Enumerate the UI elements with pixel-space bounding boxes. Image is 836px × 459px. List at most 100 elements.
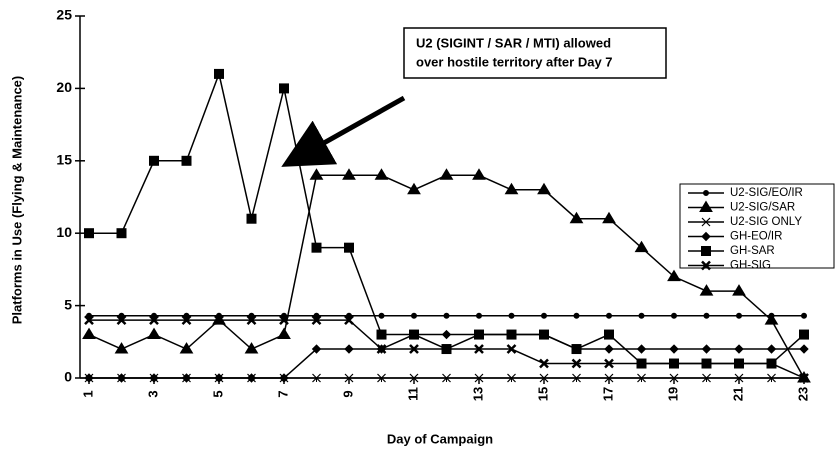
data-point xyxy=(474,373,484,383)
data-point xyxy=(342,168,356,180)
data-point xyxy=(409,329,419,340)
legend-label: GH-SIG xyxy=(730,260,771,272)
data-point xyxy=(604,344,614,354)
data-point xyxy=(313,312,320,319)
data-point xyxy=(474,329,484,340)
y-tick-label: 25 xyxy=(56,7,72,23)
data-point xyxy=(116,228,127,239)
data-point xyxy=(732,284,746,296)
data-point xyxy=(116,373,127,383)
data-point xyxy=(766,358,777,369)
data-point xyxy=(84,315,94,325)
data-point xyxy=(539,373,549,383)
data-point xyxy=(604,358,614,369)
data-point xyxy=(246,373,257,383)
data-point xyxy=(439,168,454,180)
data-point xyxy=(636,358,647,369)
data-point xyxy=(279,83,289,94)
annotation-arrow xyxy=(281,95,406,167)
data-point xyxy=(669,344,679,354)
legend-label: U2-SIG/EO/IR xyxy=(730,187,803,199)
legend-label: GH-SAR xyxy=(730,245,775,257)
data-point xyxy=(637,373,646,383)
x-tick-label: 19 xyxy=(665,387,680,401)
annotation-line: U2 (SIGINT / SAR / MTI) allowed xyxy=(416,35,611,50)
data-point xyxy=(764,313,779,325)
x-tick-label: 11 xyxy=(405,387,420,401)
data-point xyxy=(149,373,159,383)
data-point xyxy=(246,213,257,224)
data-point xyxy=(667,269,681,282)
legend-label: U2-SIG/SAR xyxy=(730,202,795,214)
data-point xyxy=(506,329,517,340)
data-point xyxy=(799,329,809,340)
legend-marker xyxy=(699,200,713,212)
data-point xyxy=(766,344,777,354)
x-tick-label: 9 xyxy=(340,390,355,397)
legend-marker xyxy=(701,260,711,271)
data-point xyxy=(246,315,257,325)
data-point xyxy=(311,344,322,354)
data-point xyxy=(279,373,289,383)
data-point xyxy=(409,344,419,354)
legend-marker xyxy=(701,246,711,256)
data-point xyxy=(734,358,744,369)
data-point xyxy=(669,358,679,369)
data-point xyxy=(84,228,94,239)
data-point xyxy=(702,373,711,383)
data-point xyxy=(409,373,419,383)
data-point xyxy=(671,312,677,319)
data-point xyxy=(541,312,547,319)
data-point xyxy=(377,373,386,383)
data-point xyxy=(114,342,129,354)
data-point xyxy=(149,315,159,325)
data-point xyxy=(734,344,744,354)
data-point xyxy=(407,182,421,195)
data-point xyxy=(183,312,190,319)
data-point xyxy=(799,373,809,383)
legend-label: U2-SIG ONLY xyxy=(730,216,802,228)
data-point xyxy=(411,312,417,319)
data-point xyxy=(376,344,387,354)
data-point xyxy=(309,168,324,180)
data-point xyxy=(474,344,484,354)
data-point xyxy=(181,315,192,325)
data-point xyxy=(634,240,649,253)
data-point xyxy=(507,373,516,383)
data-point xyxy=(277,327,291,340)
x-tick-label: 7 xyxy=(275,390,290,397)
data-point xyxy=(701,358,712,369)
x-tick-label: 17 xyxy=(600,387,615,401)
data-point xyxy=(569,211,584,224)
data-point xyxy=(312,373,321,383)
data-point xyxy=(669,373,679,383)
legend-marker xyxy=(701,231,711,242)
annotation-line: over hostile territory after Day 7 xyxy=(416,54,613,69)
data-point xyxy=(571,344,582,355)
data-point xyxy=(86,312,92,319)
data-point xyxy=(376,329,387,340)
y-tick-label: 15 xyxy=(56,152,72,168)
data-point xyxy=(767,373,776,383)
data-point xyxy=(508,312,515,319)
x-tick-label: 1 xyxy=(80,390,95,397)
data-point xyxy=(604,373,614,383)
data-point xyxy=(573,312,580,319)
data-point xyxy=(279,315,289,325)
data-point xyxy=(281,312,287,319)
data-point xyxy=(476,312,482,319)
x-tick-label: 23 xyxy=(795,387,810,401)
data-point xyxy=(441,344,452,354)
data-point xyxy=(181,373,192,383)
y-tick-label: 0 xyxy=(64,369,72,385)
data-point xyxy=(443,312,450,319)
data-point xyxy=(214,373,224,383)
data-point xyxy=(244,342,259,354)
data-point xyxy=(636,344,647,354)
data-point xyxy=(701,344,712,354)
data-point xyxy=(504,182,519,195)
data-point xyxy=(344,373,354,383)
data-point xyxy=(442,373,451,383)
